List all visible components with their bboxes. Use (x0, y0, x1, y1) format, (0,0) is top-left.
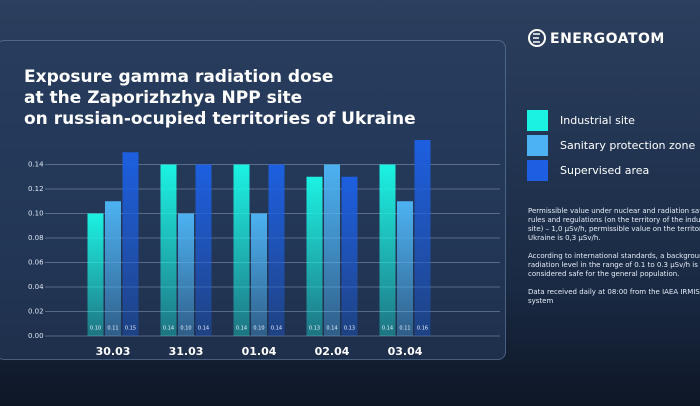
chart-title: on russian-ocupied territories of Ukrain… (24, 109, 416, 129)
bar (251, 213, 267, 336)
value-label: 0.11 (399, 326, 410, 332)
bar (414, 140, 431, 336)
bar (160, 164, 177, 336)
y-tick-label: 0.12 (28, 185, 44, 193)
value-label: 0.13 (344, 326, 355, 332)
value-label: 0.10 (90, 326, 101, 332)
legend-label: Sanitary protection zone (560, 139, 695, 152)
bar (195, 164, 212, 336)
value-label: 0.15 (125, 326, 136, 332)
bar (324, 164, 340, 336)
legend-swatch (527, 160, 548, 181)
bar (105, 201, 121, 336)
bar (397, 201, 413, 336)
y-tick-label: 0.10 (28, 210, 44, 218)
legend-swatch (527, 110, 548, 131)
chart-title: Exposure gamma radiation dose (24, 67, 333, 87)
y-tick-label: 0.04 (28, 283, 44, 291)
note: Permissible value under nuclear and radi… (528, 207, 700, 242)
bar (341, 176, 358, 336)
y-tick-label: 0.14 (28, 161, 44, 169)
value-label: 0.10 (180, 326, 191, 332)
chart-title: at the Zaporizhzhya NPP site (24, 88, 302, 108)
x-tick-label: 30.03 (96, 345, 131, 358)
value-label: 0.14 (326, 326, 337, 332)
bar (306, 176, 323, 336)
bar (122, 152, 139, 336)
value-label: 0.10 (253, 326, 264, 332)
value-label: 0.14 (271, 326, 282, 332)
y-tick-label: 0.08 (28, 234, 44, 242)
brand-name: ENERGOATOM (550, 31, 665, 47)
brand-logo (528, 29, 546, 47)
notes: Permissible value under nuclear and radi… (528, 207, 700, 315)
x-tick-label: 01.04 (242, 345, 277, 358)
value-label: 0.14 (382, 326, 393, 332)
y-tick-label: 0.02 (28, 308, 44, 316)
y-tick-label: 0.06 (28, 259, 44, 267)
legend-label: Industrial site (560, 114, 635, 127)
bar (268, 164, 285, 336)
value-label: 0.14 (198, 326, 209, 332)
value-label: 0.14 (236, 326, 247, 332)
value-label: 0.14 (163, 326, 174, 332)
note: Data received daily at 08:00 from the IA… (528, 288, 700, 305)
bar (379, 164, 396, 336)
value-label: 0.13 (309, 326, 320, 332)
legend-swatch (527, 135, 548, 156)
y-tick-label: 0.00 (28, 332, 44, 340)
x-tick-label: 31.03 (169, 345, 204, 358)
legend-label: Supervised area (560, 164, 649, 177)
bar (233, 164, 250, 336)
value-label: 0.11 (107, 326, 118, 332)
value-label: 0.16 (417, 326, 428, 332)
bar (87, 213, 104, 336)
bar (178, 213, 194, 336)
x-tick-label: 02.04 (315, 345, 350, 358)
note: According to international standards, a … (528, 252, 700, 278)
x-tick-label: 03.04 (388, 345, 423, 358)
